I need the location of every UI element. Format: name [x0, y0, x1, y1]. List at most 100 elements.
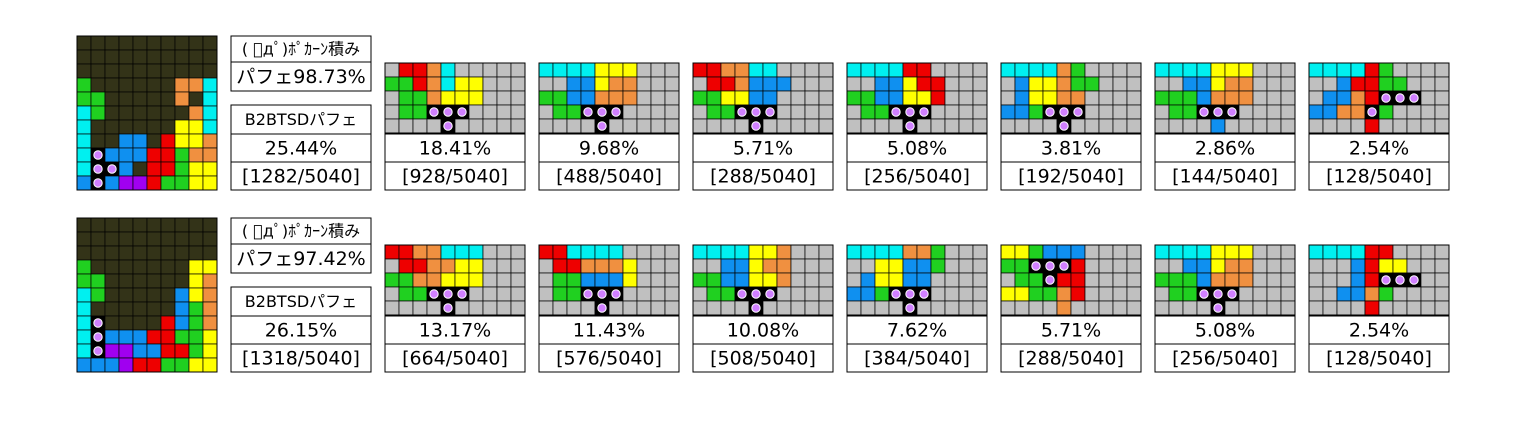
cell — [664, 244, 680, 260]
cell — [1252, 244, 1268, 260]
text-box — [1154, 315, 1296, 345]
cell — [1350, 104, 1366, 120]
cell — [174, 357, 190, 373]
cell — [846, 286, 862, 302]
cell — [398, 62, 414, 78]
cell — [426, 76, 442, 92]
cell — [664, 300, 680, 316]
cell — [1028, 244, 1044, 260]
box-text: [128/5040] — [1326, 348, 1432, 370]
cell — [1392, 104, 1408, 120]
cell — [1084, 286, 1100, 302]
cell — [608, 118, 624, 134]
cell — [1196, 90, 1212, 106]
cell — [1420, 244, 1436, 260]
cell — [1406, 104, 1422, 120]
cell — [1266, 62, 1282, 78]
cell — [1000, 244, 1016, 260]
cell — [90, 259, 106, 275]
cell — [202, 175, 218, 191]
cell — [1126, 104, 1142, 120]
cell — [188, 329, 204, 345]
cell — [1112, 300, 1128, 316]
cell — [146, 357, 162, 373]
cell — [790, 286, 806, 302]
box-text: [192/5040] — [1018, 166, 1124, 188]
cell — [762, 76, 778, 92]
cell — [76, 147, 92, 163]
cell — [1126, 244, 1142, 260]
cell — [384, 104, 400, 120]
cell — [566, 286, 582, 302]
cell — [1364, 258, 1380, 274]
cell — [1126, 118, 1142, 134]
cell — [1266, 300, 1282, 316]
cell — [1112, 62, 1128, 78]
cell-dot — [93, 346, 103, 356]
text-box — [538, 343, 680, 373]
cell — [1098, 62, 1114, 78]
cell — [146, 91, 162, 107]
text-box — [384, 133, 526, 163]
cell — [146, 329, 162, 345]
cell — [664, 258, 680, 274]
text-box — [692, 161, 834, 191]
cell — [1406, 286, 1422, 302]
cell — [90, 77, 106, 93]
cell-dot — [597, 121, 607, 131]
cell — [398, 118, 414, 134]
cell — [160, 287, 176, 303]
cell — [1364, 62, 1380, 78]
cell — [888, 272, 904, 288]
cell-dot — [1409, 275, 1419, 285]
cell — [1336, 300, 1352, 316]
main-board — [76, 35, 218, 191]
cell — [846, 272, 862, 288]
cell-dot — [919, 289, 929, 299]
cell — [958, 104, 974, 120]
cell — [1042, 244, 1058, 260]
cell — [104, 315, 120, 331]
cell — [874, 62, 890, 78]
cell — [1196, 76, 1212, 92]
cell — [468, 300, 484, 316]
cell — [608, 244, 624, 260]
cell — [1224, 62, 1240, 78]
cell — [1042, 118, 1058, 134]
cell — [146, 287, 162, 303]
cell — [1126, 272, 1142, 288]
cell — [1126, 300, 1142, 316]
cell-dot — [1199, 107, 1209, 117]
cell-dot — [905, 303, 915, 313]
cell — [720, 272, 736, 288]
cell — [132, 287, 148, 303]
cell — [384, 76, 400, 92]
cell — [202, 217, 218, 233]
cell — [748, 62, 764, 78]
cell — [1182, 244, 1198, 260]
cell — [804, 300, 820, 316]
text-box — [1000, 343, 1142, 373]
cell — [132, 343, 148, 359]
cell — [804, 272, 820, 288]
cell — [1350, 90, 1366, 106]
box-text: B2BTSDパフェ — [245, 110, 357, 129]
cell — [1210, 244, 1226, 260]
box-text: [144/5040] — [1172, 166, 1278, 188]
cell — [790, 244, 806, 260]
cell — [706, 286, 722, 302]
cell — [1378, 76, 1394, 92]
cell-dot — [93, 150, 103, 160]
cell — [426, 272, 442, 288]
cell — [916, 272, 932, 288]
cell — [636, 300, 652, 316]
cell — [160, 217, 176, 233]
cell — [650, 118, 666, 134]
cell — [1028, 286, 1044, 302]
cell — [720, 62, 736, 78]
cell — [972, 118, 988, 134]
cell — [1210, 272, 1226, 288]
main-board — [76, 217, 218, 373]
cell — [1056, 90, 1072, 106]
cell — [104, 49, 120, 65]
